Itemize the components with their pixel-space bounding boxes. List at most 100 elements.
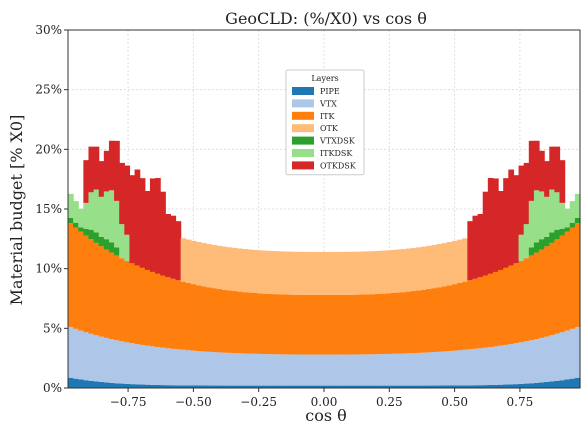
bar-pipe <box>114 383 120 388</box>
bar-itk <box>88 239 95 334</box>
bar-pipe <box>390 385 397 388</box>
legend-swatch <box>292 124 314 133</box>
bar-otk <box>262 250 269 294</box>
bar-itk <box>201 286 207 352</box>
bar-vtx <box>262 354 269 386</box>
bar-vtx <box>216 352 223 386</box>
bar-pipe <box>375 385 381 388</box>
bar-itk <box>277 294 284 355</box>
bar-itk <box>370 294 376 355</box>
bar-otkdsk <box>149 178 156 272</box>
bar-vtx <box>108 339 115 383</box>
bar-otk <box>395 249 402 293</box>
bar-pipe <box>68 377 74 388</box>
bar-itkdsk <box>119 224 125 259</box>
bar-pipe <box>359 385 366 388</box>
bar-itkdsk <box>73 201 79 223</box>
chart-title: GeoCLD: (%/X0) vs cos θ <box>225 9 427 28</box>
bar-itk <box>185 282 192 351</box>
bar-otkdsk <box>503 178 509 268</box>
bar-pipe <box>467 385 474 388</box>
bar-pipe <box>180 385 187 388</box>
legend-swatch <box>292 149 314 157</box>
y-tick-label: 20% <box>35 142 62 156</box>
bar-itk <box>298 294 305 355</box>
bar-itk <box>134 265 141 345</box>
bar-pipe <box>88 380 95 388</box>
bar-otkdsk <box>539 150 545 192</box>
bar-otk <box>236 248 243 292</box>
legend-swatch <box>292 111 314 120</box>
bar-pipe <box>78 379 84 388</box>
bar-itk <box>472 278 479 349</box>
bar-itkdsk <box>528 200 535 248</box>
legend-entry: PIPE <box>320 87 340 96</box>
bar-itkdsk <box>68 193 74 218</box>
bar-vtx <box>513 343 520 385</box>
bar-itk <box>554 239 561 334</box>
bar-itk <box>283 294 289 355</box>
bar-vtxdsk <box>83 228 90 236</box>
x-tick-label: 0.50 <box>441 395 468 409</box>
bar-pipe <box>405 385 412 388</box>
bar-pipe <box>165 385 171 388</box>
bar-itk <box>257 293 264 354</box>
legend-swatch <box>292 136 314 145</box>
bar-otkdsk <box>98 161 105 197</box>
bar-vtx <box>134 344 141 385</box>
bar-pipe <box>385 385 392 388</box>
bar-pipe <box>344 385 351 388</box>
bar-itk <box>78 231 84 331</box>
bar-vtx <box>114 340 120 384</box>
x-tick-label: −0.50 <box>175 395 212 409</box>
bar-otkdsk <box>103 150 110 192</box>
bar-itk <box>482 275 489 348</box>
bar-itk <box>318 294 325 355</box>
bar-pipe <box>170 385 177 388</box>
bar-vtxdsk <box>554 229 561 240</box>
bar-otkdsk <box>513 175 520 264</box>
bar-pipe <box>298 385 305 388</box>
bar-otkdsk <box>119 162 125 225</box>
bar-otkdsk <box>175 221 182 281</box>
bar-itkdsk <box>83 202 90 229</box>
bar-otkdsk <box>124 165 131 235</box>
bar-pipe <box>503 384 509 388</box>
bar-vtxdsk <box>528 247 535 256</box>
bar-vtx <box>416 352 422 386</box>
bar-otk <box>462 238 468 282</box>
bar-pipe <box>508 384 515 388</box>
bar-itk <box>498 269 504 346</box>
bar-pipe <box>108 382 115 388</box>
bar-vtx <box>78 330 84 380</box>
bar-vtx <box>492 346 499 385</box>
bar-itk <box>190 284 197 351</box>
bar-itk <box>564 231 571 331</box>
bar-itk <box>196 285 202 352</box>
bar-otk <box>436 244 443 288</box>
bar-vtx <box>539 337 545 383</box>
bar-pipe <box>262 385 269 388</box>
bar-itk <box>462 281 468 350</box>
bar-vtx <box>446 351 453 386</box>
bar-vtx <box>385 353 392 386</box>
bar-itk <box>165 277 171 349</box>
bar-itkdsk <box>103 191 110 240</box>
bar-itk <box>344 294 351 355</box>
bar-vtx <box>247 353 253 386</box>
bar-pipe <box>523 383 530 388</box>
bar-itkdsk <box>98 196 105 237</box>
bar-itk <box>569 227 576 329</box>
legend-entry: VTXDSK <box>319 137 356 146</box>
bar-itk <box>98 246 105 337</box>
bar-vtx <box>83 332 90 381</box>
bar-vtxdsk <box>549 232 555 243</box>
bar-vtxdsk <box>533 242 540 253</box>
bar-pipe <box>477 385 484 388</box>
bar-vtxdsk <box>93 232 100 243</box>
bar-otk <box>441 243 448 287</box>
bar-pipe <box>487 384 494 388</box>
bar-pipe <box>242 385 248 388</box>
bar-otk <box>446 241 453 286</box>
bar-vtx <box>73 328 79 379</box>
